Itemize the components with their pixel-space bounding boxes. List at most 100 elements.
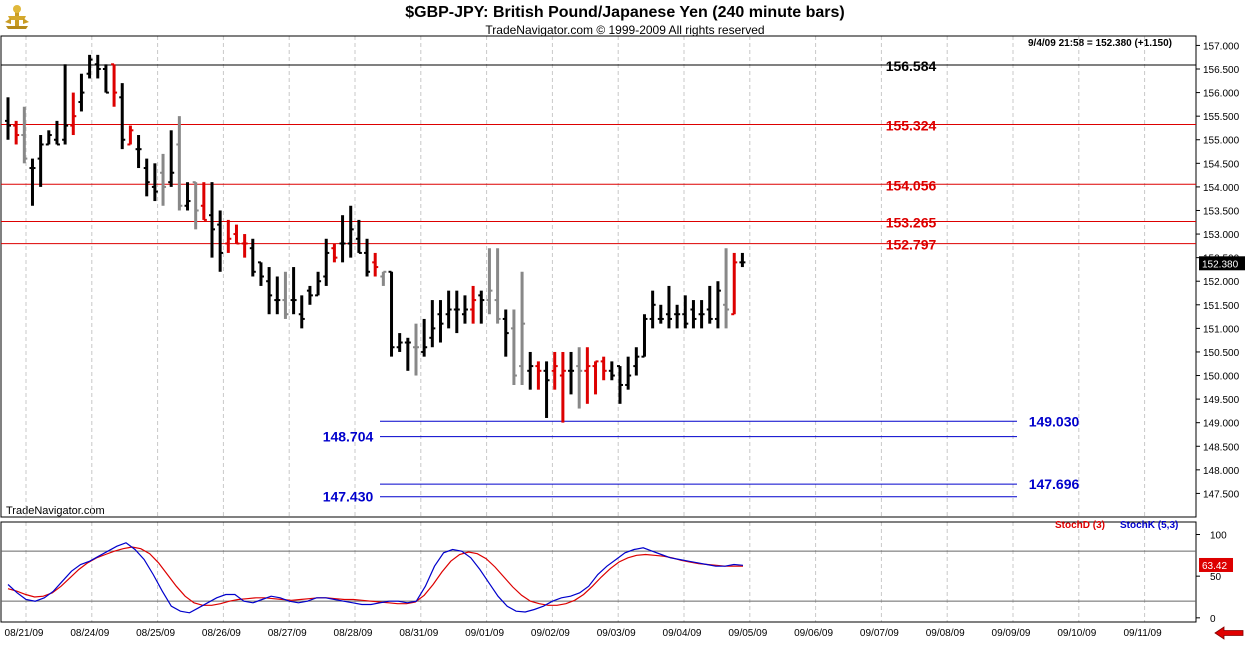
price-bar bbox=[323, 238, 330, 286]
price-bar bbox=[486, 248, 493, 315]
price-bar bbox=[37, 135, 44, 187]
date-tick-label: 08/27/09 bbox=[268, 628, 307, 639]
price-bar bbox=[53, 120, 60, 146]
level-label-156.584: 156.584 bbox=[886, 58, 937, 74]
stoch-tick-label: 0 bbox=[1210, 614, 1216, 625]
price-tick-label: 154.500 bbox=[1203, 159, 1240, 170]
price-bar bbox=[437, 300, 444, 343]
price-tick-label: 148.000 bbox=[1203, 466, 1240, 477]
price-bar bbox=[698, 300, 705, 329]
price-bar bbox=[617, 365, 623, 404]
price-bar bbox=[62, 64, 69, 145]
stoch-tick-label: 50 bbox=[1210, 572, 1222, 583]
price-tick-label: 153.500 bbox=[1203, 206, 1240, 217]
date-tick-label: 09/05/09 bbox=[728, 628, 767, 639]
price-tick-label: 157.000 bbox=[1203, 41, 1240, 52]
price-bar bbox=[421, 318, 428, 357]
price-bar bbox=[364, 238, 371, 277]
level-label-149.030: 149.030 bbox=[1029, 413, 1080, 429]
price-bar bbox=[470, 285, 477, 324]
price-bar bbox=[396, 333, 403, 352]
price-bar bbox=[568, 351, 575, 395]
price-bar bbox=[608, 361, 615, 381]
price-bar bbox=[445, 290, 452, 329]
credit-label: TradeNavigator.com bbox=[6, 505, 105, 517]
price-bar bbox=[21, 106, 28, 164]
price-bar bbox=[657, 304, 664, 324]
price-tick-label: 152.000 bbox=[1203, 277, 1240, 288]
date-tick-label: 08/21/09 bbox=[5, 628, 44, 639]
price-bar bbox=[135, 135, 142, 169]
price-bar bbox=[70, 92, 77, 136]
price-bar bbox=[5, 97, 11, 140]
price-bar bbox=[282, 271, 289, 319]
price-bar bbox=[78, 73, 85, 112]
price-bar bbox=[625, 356, 632, 390]
price-bar bbox=[404, 337, 411, 371]
price-bar bbox=[355, 219, 362, 254]
price-bar bbox=[706, 285, 713, 324]
price-bar bbox=[535, 361, 542, 390]
price-bar bbox=[731, 252, 738, 316]
price-bar bbox=[143, 158, 150, 197]
stoch-panel-frame bbox=[0, 521, 1197, 623]
price-bar bbox=[478, 290, 485, 324]
price-bar bbox=[649, 290, 656, 329]
price-tick-label: 156.500 bbox=[1203, 65, 1240, 76]
price-tick-label: 155.500 bbox=[1203, 112, 1240, 123]
price-bar bbox=[200, 182, 207, 221]
level-label-147.696: 147.696 bbox=[1029, 476, 1080, 492]
price-bar bbox=[584, 347, 591, 404]
price-bar bbox=[461, 295, 468, 324]
price-bar bbox=[665, 285, 672, 329]
red-left-arrow-icon[interactable] bbox=[1214, 626, 1244, 645]
level-label-147.430: 147.430 bbox=[323, 489, 374, 505]
price-tick-label: 148.500 bbox=[1203, 442, 1240, 453]
date-tick-label: 08/25/09 bbox=[136, 628, 175, 639]
price-tick-label: 150.500 bbox=[1203, 348, 1240, 359]
price-bar bbox=[592, 360, 599, 395]
chart-subtitle: TradeNavigator.com © 1999-2009 All right… bbox=[485, 23, 765, 37]
stochastic-panel: 100 50 0 StochD (3) StochK (5,3) 63.42 bbox=[1, 520, 1233, 625]
price-bar bbox=[306, 285, 313, 305]
level-label-154.056: 154.056 bbox=[886, 177, 937, 193]
price-bar bbox=[674, 304, 681, 329]
date-tick-label: 08/31/09 bbox=[399, 628, 438, 639]
price-panel-frame bbox=[0, 35, 1197, 518]
price-bar bbox=[331, 243, 338, 263]
price-tick-label: 149.500 bbox=[1203, 395, 1240, 406]
price-bar bbox=[372, 252, 379, 277]
price-bar bbox=[119, 83, 126, 150]
price-bar bbox=[502, 309, 509, 357]
price-bar bbox=[714, 281, 721, 329]
last-price-marker bbox=[1199, 256, 1245, 271]
price-bar bbox=[682, 295, 689, 329]
price-bar bbox=[168, 130, 175, 187]
price-bar bbox=[274, 276, 281, 315]
price-bar bbox=[266, 267, 273, 315]
price-bar bbox=[111, 63, 118, 107]
date-tick-label: 09/07/09 bbox=[860, 628, 899, 639]
price-tick-label: 155.000 bbox=[1203, 136, 1240, 147]
price-bar bbox=[641, 314, 648, 358]
date-axis: 08/21/09 08/24/09 08/25/09 08/26/09 08/27/09… bbox=[5, 628, 1163, 639]
price-tick-label: 150.000 bbox=[1203, 372, 1240, 383]
chart-title: $GBP-JPY: British Pound/Japanese Yen (24… bbox=[405, 4, 845, 21]
chart-grid bbox=[25, 36, 1146, 622]
stoch-line-d bbox=[7, 546, 743, 606]
price-bar bbox=[94, 54, 101, 79]
date-tick-label: 09/09/09 bbox=[992, 628, 1031, 639]
date-tick-label: 08/26/09 bbox=[202, 628, 241, 639]
price-bar bbox=[86, 54, 93, 79]
price-tick-label: 147.500 bbox=[1203, 489, 1240, 500]
date-tick-label: 09/01/09 bbox=[465, 628, 504, 639]
price-bar bbox=[13, 120, 20, 145]
price-bar bbox=[543, 361, 550, 418]
price-bar bbox=[209, 182, 215, 258]
price-bar bbox=[315, 271, 322, 297]
price-bar bbox=[429, 300, 436, 348]
price-bar bbox=[127, 125, 134, 146]
trade-navigator-logo-icon bbox=[2, 2, 32, 37]
price-bar bbox=[690, 300, 697, 329]
price-bar bbox=[184, 182, 191, 211]
